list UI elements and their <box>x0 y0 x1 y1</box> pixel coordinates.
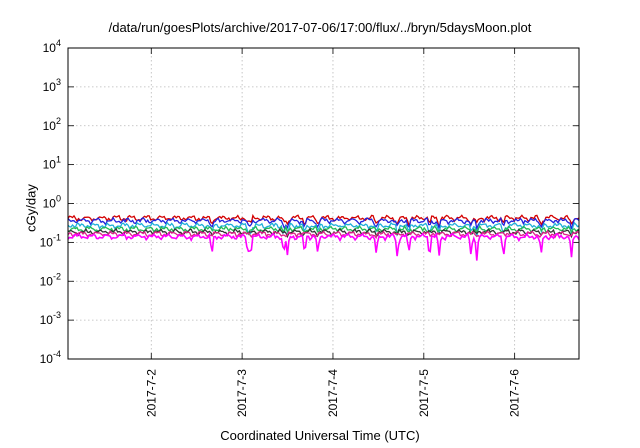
x-tick-label: 2017-7-3 <box>235 369 249 417</box>
data-series-line <box>67 216 580 231</box>
x-tick-label: 2017-7-5 <box>417 369 431 417</box>
x-axis-label: Coordinated Universal Time (UTC) <box>220 428 420 443</box>
x-tick-label: 2017-7-4 <box>326 369 340 417</box>
data-series-line <box>67 221 580 237</box>
x-tick-label: 2017-7-2 <box>144 369 158 417</box>
data-series-line <box>67 227 580 239</box>
data-series-line <box>67 231 580 261</box>
x-tick-label: 2017-7-6 <box>508 369 522 417</box>
chart-title: /data/run/goesPlots/archive/2017-07-06/1… <box>108 20 532 35</box>
y-tick-label: 10-2 <box>40 271 61 288</box>
y-tick-label: 10-3 <box>40 310 61 327</box>
plot-frame <box>67 47 580 360</box>
y-tick-label: 10-4 <box>40 349 61 366</box>
y-tick-label: 104 <box>43 38 61 55</box>
y-tick-label: 103 <box>43 77 61 94</box>
y-tick-label: 101 <box>43 155 61 172</box>
y-tick-label: 10-1 <box>40 232 61 249</box>
data-series-line <box>67 213 580 229</box>
y-tick-label: 102 <box>43 116 61 133</box>
y-tick-label: 100 <box>43 194 61 211</box>
